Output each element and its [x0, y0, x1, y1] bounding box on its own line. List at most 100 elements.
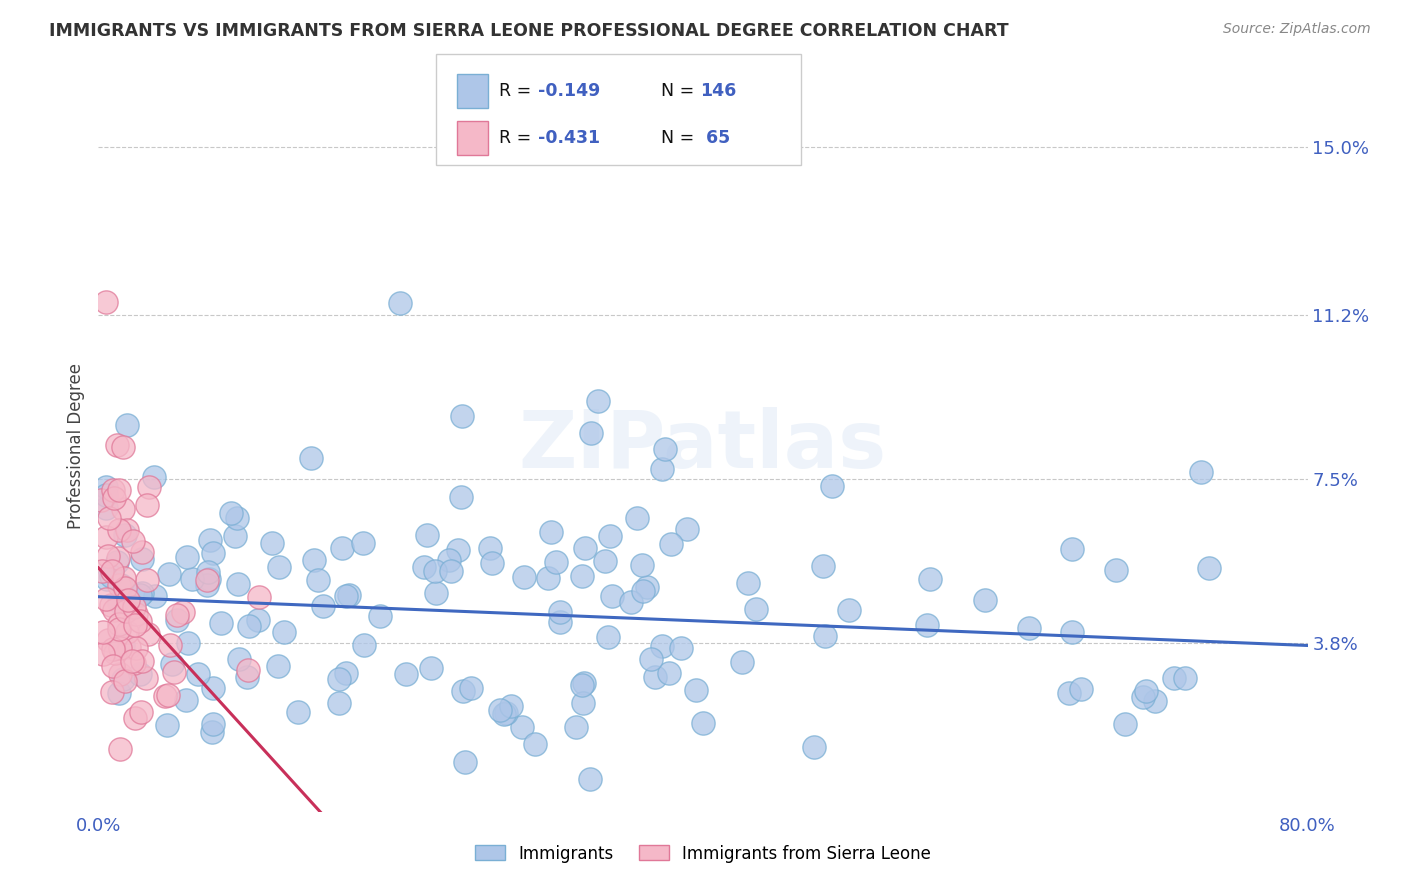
Point	[94, 294, 117, 309]
Point	[176, 549, 198, 564]
Point	[94, 592, 117, 607]
Point	[156, 718, 179, 732]
Point	[125, 641, 148, 656]
Point	[630, 558, 652, 572]
Point	[236, 664, 259, 678]
Point	[588, 393, 610, 408]
Point	[416, 528, 439, 542]
Point	[228, 651, 250, 665]
Point	[201, 681, 224, 695]
Point	[745, 602, 768, 616]
Point	[157, 689, 180, 703]
Point	[166, 608, 188, 623]
Point	[565, 720, 588, 734]
Point	[236, 670, 259, 684]
Point	[195, 578, 218, 592]
Point	[299, 451, 322, 466]
Point	[420, 661, 443, 675]
Point	[328, 696, 350, 710]
Point	[115, 604, 138, 618]
Point	[114, 673, 136, 688]
Point	[226, 511, 249, 525]
Point	[101, 565, 124, 579]
Point	[136, 498, 159, 512]
Point	[676, 522, 699, 536]
Point	[202, 546, 225, 560]
Point	[157, 566, 180, 581]
Point	[328, 672, 350, 686]
Point	[108, 617, 131, 632]
Point	[640, 651, 662, 665]
Point	[489, 703, 512, 717]
Point	[110, 666, 132, 681]
Point	[571, 678, 593, 692]
Point	[596, 630, 619, 644]
Point	[104, 646, 127, 660]
Point	[287, 705, 309, 719]
Point	[177, 635, 200, 649]
Point	[335, 666, 357, 681]
Point	[121, 654, 143, 668]
Point	[602, 590, 624, 604]
Point	[368, 608, 391, 623]
Point	[224, 529, 246, 543]
Point	[692, 715, 714, 730]
Point	[131, 654, 153, 668]
Point	[117, 592, 139, 607]
Point	[129, 706, 152, 720]
Point	[523, 737, 546, 751]
Point	[633, 584, 655, 599]
Point	[1070, 682, 1092, 697]
Point	[101, 659, 124, 673]
Point	[101, 483, 124, 497]
Point	[548, 615, 571, 630]
Text: 146: 146	[700, 82, 737, 100]
Text: 65: 65	[700, 129, 731, 147]
Point	[117, 418, 139, 433]
Point	[579, 425, 602, 440]
Point	[90, 493, 112, 508]
Point	[918, 572, 941, 586]
Point	[107, 622, 129, 636]
Point	[544, 555, 567, 569]
Point	[425, 564, 447, 578]
Point	[437, 553, 460, 567]
Point	[136, 627, 159, 641]
Point	[124, 618, 146, 632]
Point	[114, 528, 136, 542]
Point	[821, 479, 844, 493]
Point	[91, 564, 114, 578]
Text: -0.149: -0.149	[538, 82, 600, 100]
Point	[96, 572, 118, 586]
Point	[124, 711, 146, 725]
Point	[1105, 563, 1128, 577]
Point	[540, 525, 562, 540]
Point	[651, 639, 673, 653]
Point	[94, 480, 117, 494]
Point	[100, 568, 122, 582]
Point	[915, 618, 938, 632]
Point	[108, 686, 131, 700]
Point	[659, 537, 682, 551]
Point	[131, 585, 153, 599]
Point	[574, 541, 596, 556]
Point	[197, 566, 219, 580]
Point	[838, 603, 860, 617]
Point	[94, 501, 117, 516]
Point	[1057, 686, 1080, 700]
Point	[803, 740, 825, 755]
Point	[974, 593, 997, 607]
Point	[548, 605, 571, 619]
Point	[572, 676, 595, 690]
Point	[454, 755, 477, 769]
Point	[219, 507, 242, 521]
Point	[110, 578, 132, 592]
Text: N =: N =	[661, 82, 700, 100]
Point	[389, 296, 412, 310]
Point	[492, 706, 515, 721]
Point	[101, 641, 124, 656]
Point	[451, 409, 474, 424]
Point	[450, 490, 472, 504]
Point	[108, 641, 131, 656]
Point	[160, 657, 183, 672]
